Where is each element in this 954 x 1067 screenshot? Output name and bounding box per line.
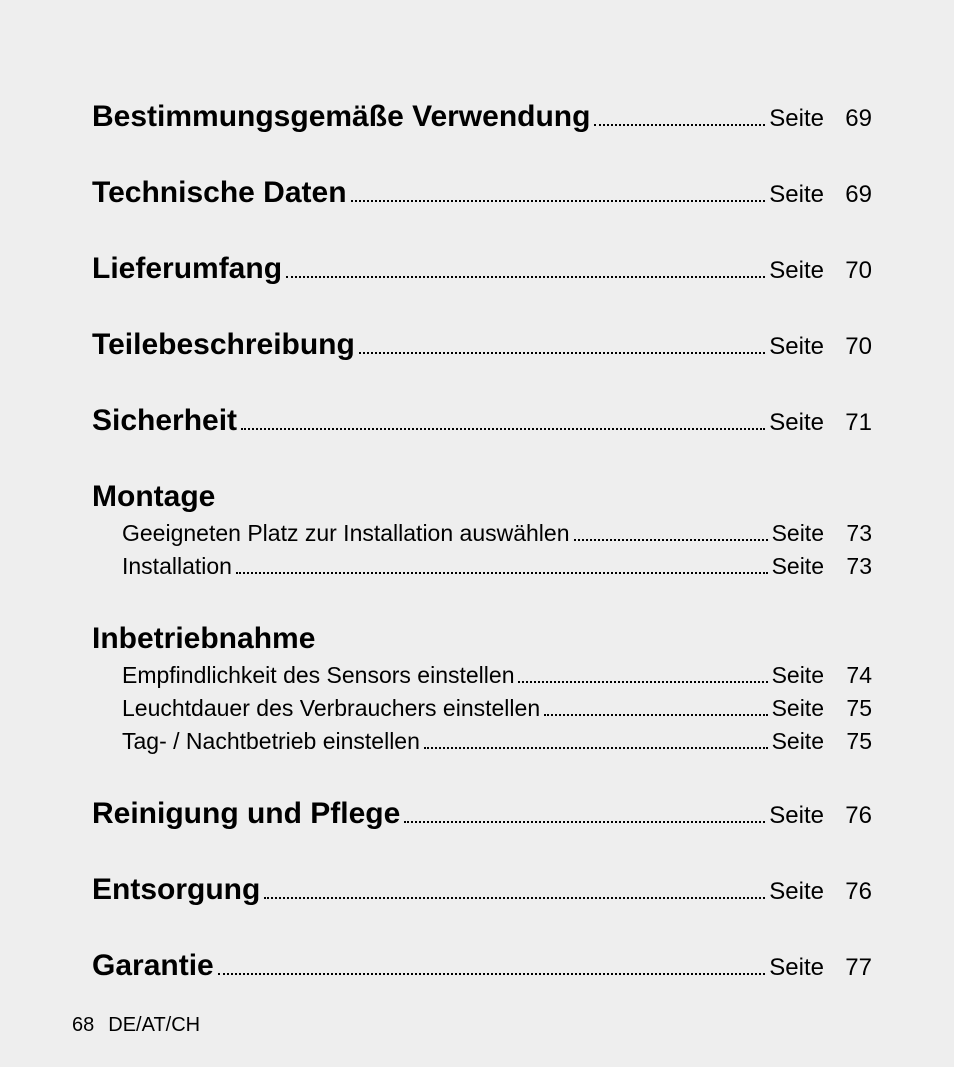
toc-section: Lieferumfang Seite 70: [92, 252, 872, 286]
footer-locale: DE/AT/CH: [108, 1014, 200, 1037]
page-number: 75: [838, 728, 872, 755]
page-label: Seite: [769, 802, 824, 830]
page-label: Seite: [769, 181, 824, 209]
toc-title-sub: Geeigneten Platz zur Installation auswäh…: [122, 520, 570, 547]
toc-row-main: Teilebeschreibung Seite 70: [92, 328, 872, 362]
toc-row-main: Inbetriebnahme: [92, 622, 872, 656]
toc-row-sub: Installation Seite 73: [92, 553, 872, 580]
toc-row-sub: Leuchtdauer des Verbrauchers einstellen S…: [92, 695, 872, 722]
toc-row-main: Technische Daten Seite 69: [92, 176, 872, 210]
toc-section: Reinigung und Pflege Seite 76: [92, 797, 872, 831]
toc-title-main: Reinigung und Pflege: [92, 797, 400, 831]
leader-dots: [574, 539, 768, 541]
page-number: 69: [838, 181, 872, 209]
leader-dots: [218, 973, 766, 975]
toc-row-sub: Geeigneten Platz zur Installation auswäh…: [92, 520, 872, 547]
table-of-contents: Bestimmungsgemäße VerwendungSeite69Techn…: [92, 100, 872, 1025]
toc-section: Garantie Seite 77: [92, 949, 872, 983]
page-number: 77: [838, 954, 872, 982]
toc-title-main: Garantie: [92, 949, 214, 983]
page-label: Seite: [772, 695, 824, 722]
document-page: Bestimmungsgemäße VerwendungSeite69Techn…: [0, 0, 954, 1067]
page-number: 76: [838, 802, 872, 830]
leader-dots: [594, 124, 765, 126]
toc-row-main: Bestimmungsgemäße Verwendung Seite 69: [92, 100, 872, 134]
leader-dots: [351, 200, 766, 202]
page-label: Seite: [769, 333, 824, 361]
footer-page-number: 68: [72, 1014, 94, 1037]
toc-title-sub: Installation: [122, 553, 232, 580]
toc-section: Inbetriebnahme Empfindlichkeit des Sensor…: [92, 622, 872, 755]
page-label: Seite: [772, 662, 824, 689]
leader-dots: [544, 714, 767, 716]
page-number: 73: [838, 520, 872, 547]
page-label: Seite: [772, 553, 824, 580]
toc-section: Technische Daten Seite 69: [92, 176, 872, 210]
page-number: 71: [838, 409, 872, 437]
toc-title-main: Entsorgung: [92, 873, 260, 907]
toc-row-sub: Tag- / Nachtbetrieb einstellen Seite 75: [92, 728, 872, 755]
toc-title-main: Bestimmungsgemäße Verwendung: [92, 100, 590, 134]
toc-title-main: Montage: [92, 480, 215, 514]
toc-title-main: Inbetriebnahme: [92, 622, 315, 656]
page-number: 70: [838, 257, 872, 285]
toc-section: Teilebeschreibung Seite 70: [92, 328, 872, 362]
toc-row-main: Montage: [92, 480, 872, 514]
toc-row-main: Entsorgung Seite 76: [92, 873, 872, 907]
toc-title-main: Technische Daten: [92, 176, 347, 210]
toc-row-main: Garantie Seite 77: [92, 949, 872, 983]
toc-title-sub: Empfindlichkeit des Sensors einstellen: [122, 662, 514, 689]
toc-section: Bestimmungsgemäße Verwendung Seite 69: [92, 100, 872, 134]
toc-section: Montage Geeigneten Platz zur Installation…: [92, 480, 872, 580]
toc-section: Sicherheit Seite 71: [92, 404, 872, 438]
page-label: Seite: [772, 728, 824, 755]
page-label: Seite: [769, 409, 824, 437]
toc-title-main: Teilebeschreibung: [92, 328, 355, 362]
toc-title-sub: Leuchtdauer des Verbrauchers einstellen: [122, 695, 540, 722]
page-number: 76: [838, 878, 872, 906]
page-label: Seite: [769, 954, 824, 982]
leader-dots: [264, 897, 765, 899]
leader-dots: [404, 821, 765, 823]
page-number: 74: [838, 662, 872, 689]
toc-row-sub: Empfindlichkeit des Sensors einstellen Se…: [92, 662, 872, 689]
page-label: Seite: [769, 257, 824, 285]
toc-row-main: Reinigung und Pflege Seite 76: [92, 797, 872, 831]
page-number: 69: [838, 105, 872, 133]
leader-dots: [241, 428, 765, 430]
leader-dots: [424, 747, 768, 749]
toc-row-main: Sicherheit Seite 71: [92, 404, 872, 438]
toc-section: Entsorgung Seite 76: [92, 873, 872, 907]
leader-dots: [518, 681, 767, 683]
page-number: 75: [838, 695, 872, 722]
toc-row-main: Lieferumfang Seite 70: [92, 252, 872, 286]
page-number: 73: [838, 553, 872, 580]
leader-dots: [359, 352, 765, 354]
page-footer: 68 DE/AT/CH: [72, 1014, 200, 1037]
leader-dots: [236, 572, 768, 574]
toc-title-sub: Tag- / Nachtbetrieb einstellen: [122, 728, 420, 755]
page-label: Seite: [772, 520, 824, 547]
page-label: Seite: [769, 105, 824, 133]
page-label: Seite: [769, 878, 824, 906]
leader-dots: [286, 276, 765, 278]
toc-title-main: Sicherheit: [92, 404, 237, 438]
page-number: 70: [838, 333, 872, 361]
toc-title-main: Lieferumfang: [92, 252, 282, 286]
